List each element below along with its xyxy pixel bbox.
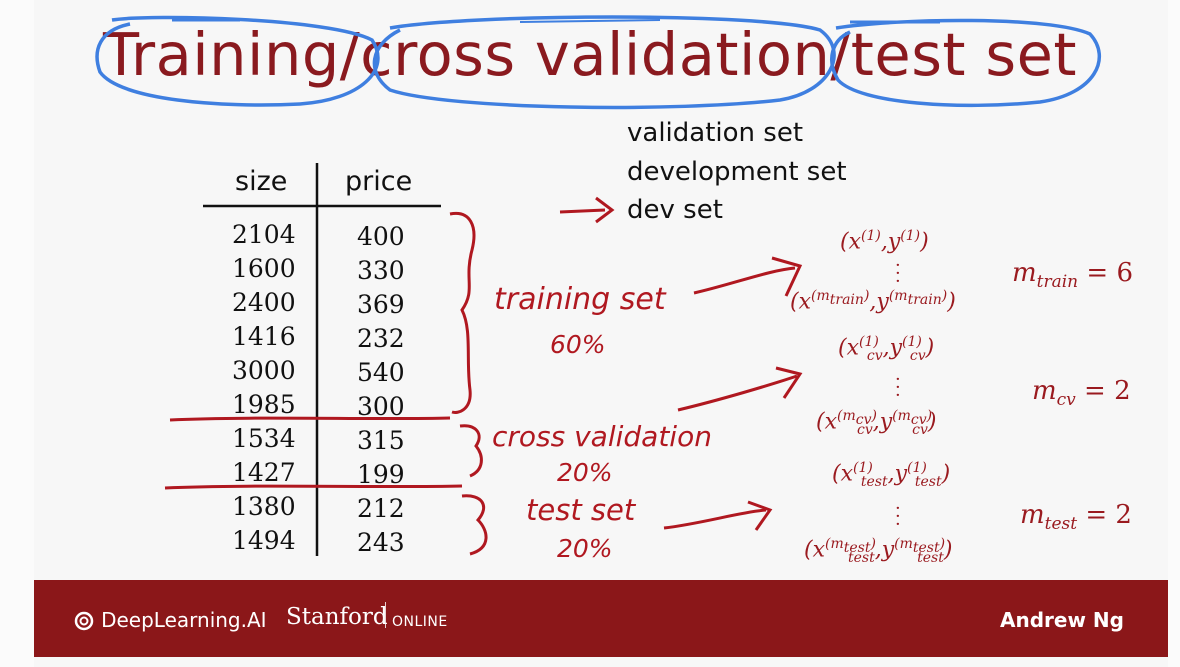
training-set-label: training set [494, 282, 666, 317]
table-cell-size: 1534 [232, 424, 296, 453]
table-cell-size: 1380 [232, 492, 296, 521]
table-header-size: size [235, 166, 288, 197]
stanford-logo-text: Stanford [286, 604, 388, 630]
table-cell-price: 212 [357, 494, 405, 523]
footer-bar: DeepLearning.AI Stanford ONLINE Andrew N… [34, 580, 1168, 657]
table-cell-price: 232 [357, 324, 405, 353]
test-last-example: (x(mtest)test,y(mtest)test) [804, 536, 953, 566]
table-header-price: price [345, 166, 413, 197]
test-ellipsis: · · · [895, 498, 901, 535]
cv-last-example: (x(mcv)cv,y(mcv)cv) [816, 408, 937, 438]
table-cell-size: 2400 [232, 288, 296, 317]
slide-title: Training/cross validation/test set [0, 20, 1180, 89]
table-cell-price: 540 [357, 358, 405, 387]
synonym-dev-set: dev set [627, 195, 723, 225]
m-test-count: mtest = 2 [1020, 500, 1132, 535]
table-cell-price: 300 [357, 392, 405, 421]
cv-percent: 20% [557, 458, 613, 487]
synonym-development-set: development set [627, 157, 847, 187]
test-set-percent: 20% [557, 534, 613, 563]
deeplearning-logo-text: DeepLearning.AI [101, 608, 267, 632]
table-cell-size: 1985 [232, 390, 296, 419]
instructor-name: Andrew Ng [1000, 608, 1124, 632]
table-cell-price: 400 [357, 222, 405, 251]
table-cell-size: 1494 [232, 526, 296, 555]
train-ellipsis: · · · [895, 255, 901, 292]
stanford-divider [385, 602, 386, 628]
table-cell-size: 1600 [232, 254, 296, 283]
table-cell-size: 1416 [232, 322, 296, 351]
title-part-test-set: test set [850, 20, 1077, 89]
table-cell-size: 3000 [232, 356, 296, 385]
test-set-label: test set [526, 493, 636, 527]
train-first-example: (x(1),y(1)) [840, 228, 929, 255]
table-cell-price: 199 [357, 460, 405, 489]
test-first-example: (x(1)test,y(1)test) [832, 460, 951, 490]
table-cell-size: 2104 [232, 220, 296, 249]
m-train-count: mtrain = 6 [1012, 258, 1133, 293]
stanford-online-text: ONLINE [392, 614, 448, 630]
title-part-cross-validation: cross validation/ [360, 20, 851, 89]
table-cell-price: 369 [357, 290, 405, 319]
cv-ellipsis: · · · [895, 369, 901, 406]
slide-background [34, 0, 1168, 667]
table-cell-price: 243 [357, 528, 405, 557]
deeplearning-logo-icon [74, 611, 94, 631]
cv-label: cross validation [492, 420, 712, 453]
title-part-training: Training/ [102, 20, 361, 89]
train-last-example: (x(mtrain),y(mtrain)) [790, 288, 956, 315]
m-cv-count: mcv = 2 [1032, 376, 1131, 411]
table-cell-price: 330 [357, 256, 405, 285]
training-set-percent: 60% [550, 330, 606, 359]
table-cell-price: 315 [357, 426, 405, 455]
cv-first-example: (x(1)cv,y(1)cv) [838, 334, 935, 364]
deeplearning-logo: DeepLearning.AI [74, 608, 267, 632]
table-cell-size: 1427 [232, 458, 296, 487]
synonym-validation-set: validation set [627, 118, 804, 148]
